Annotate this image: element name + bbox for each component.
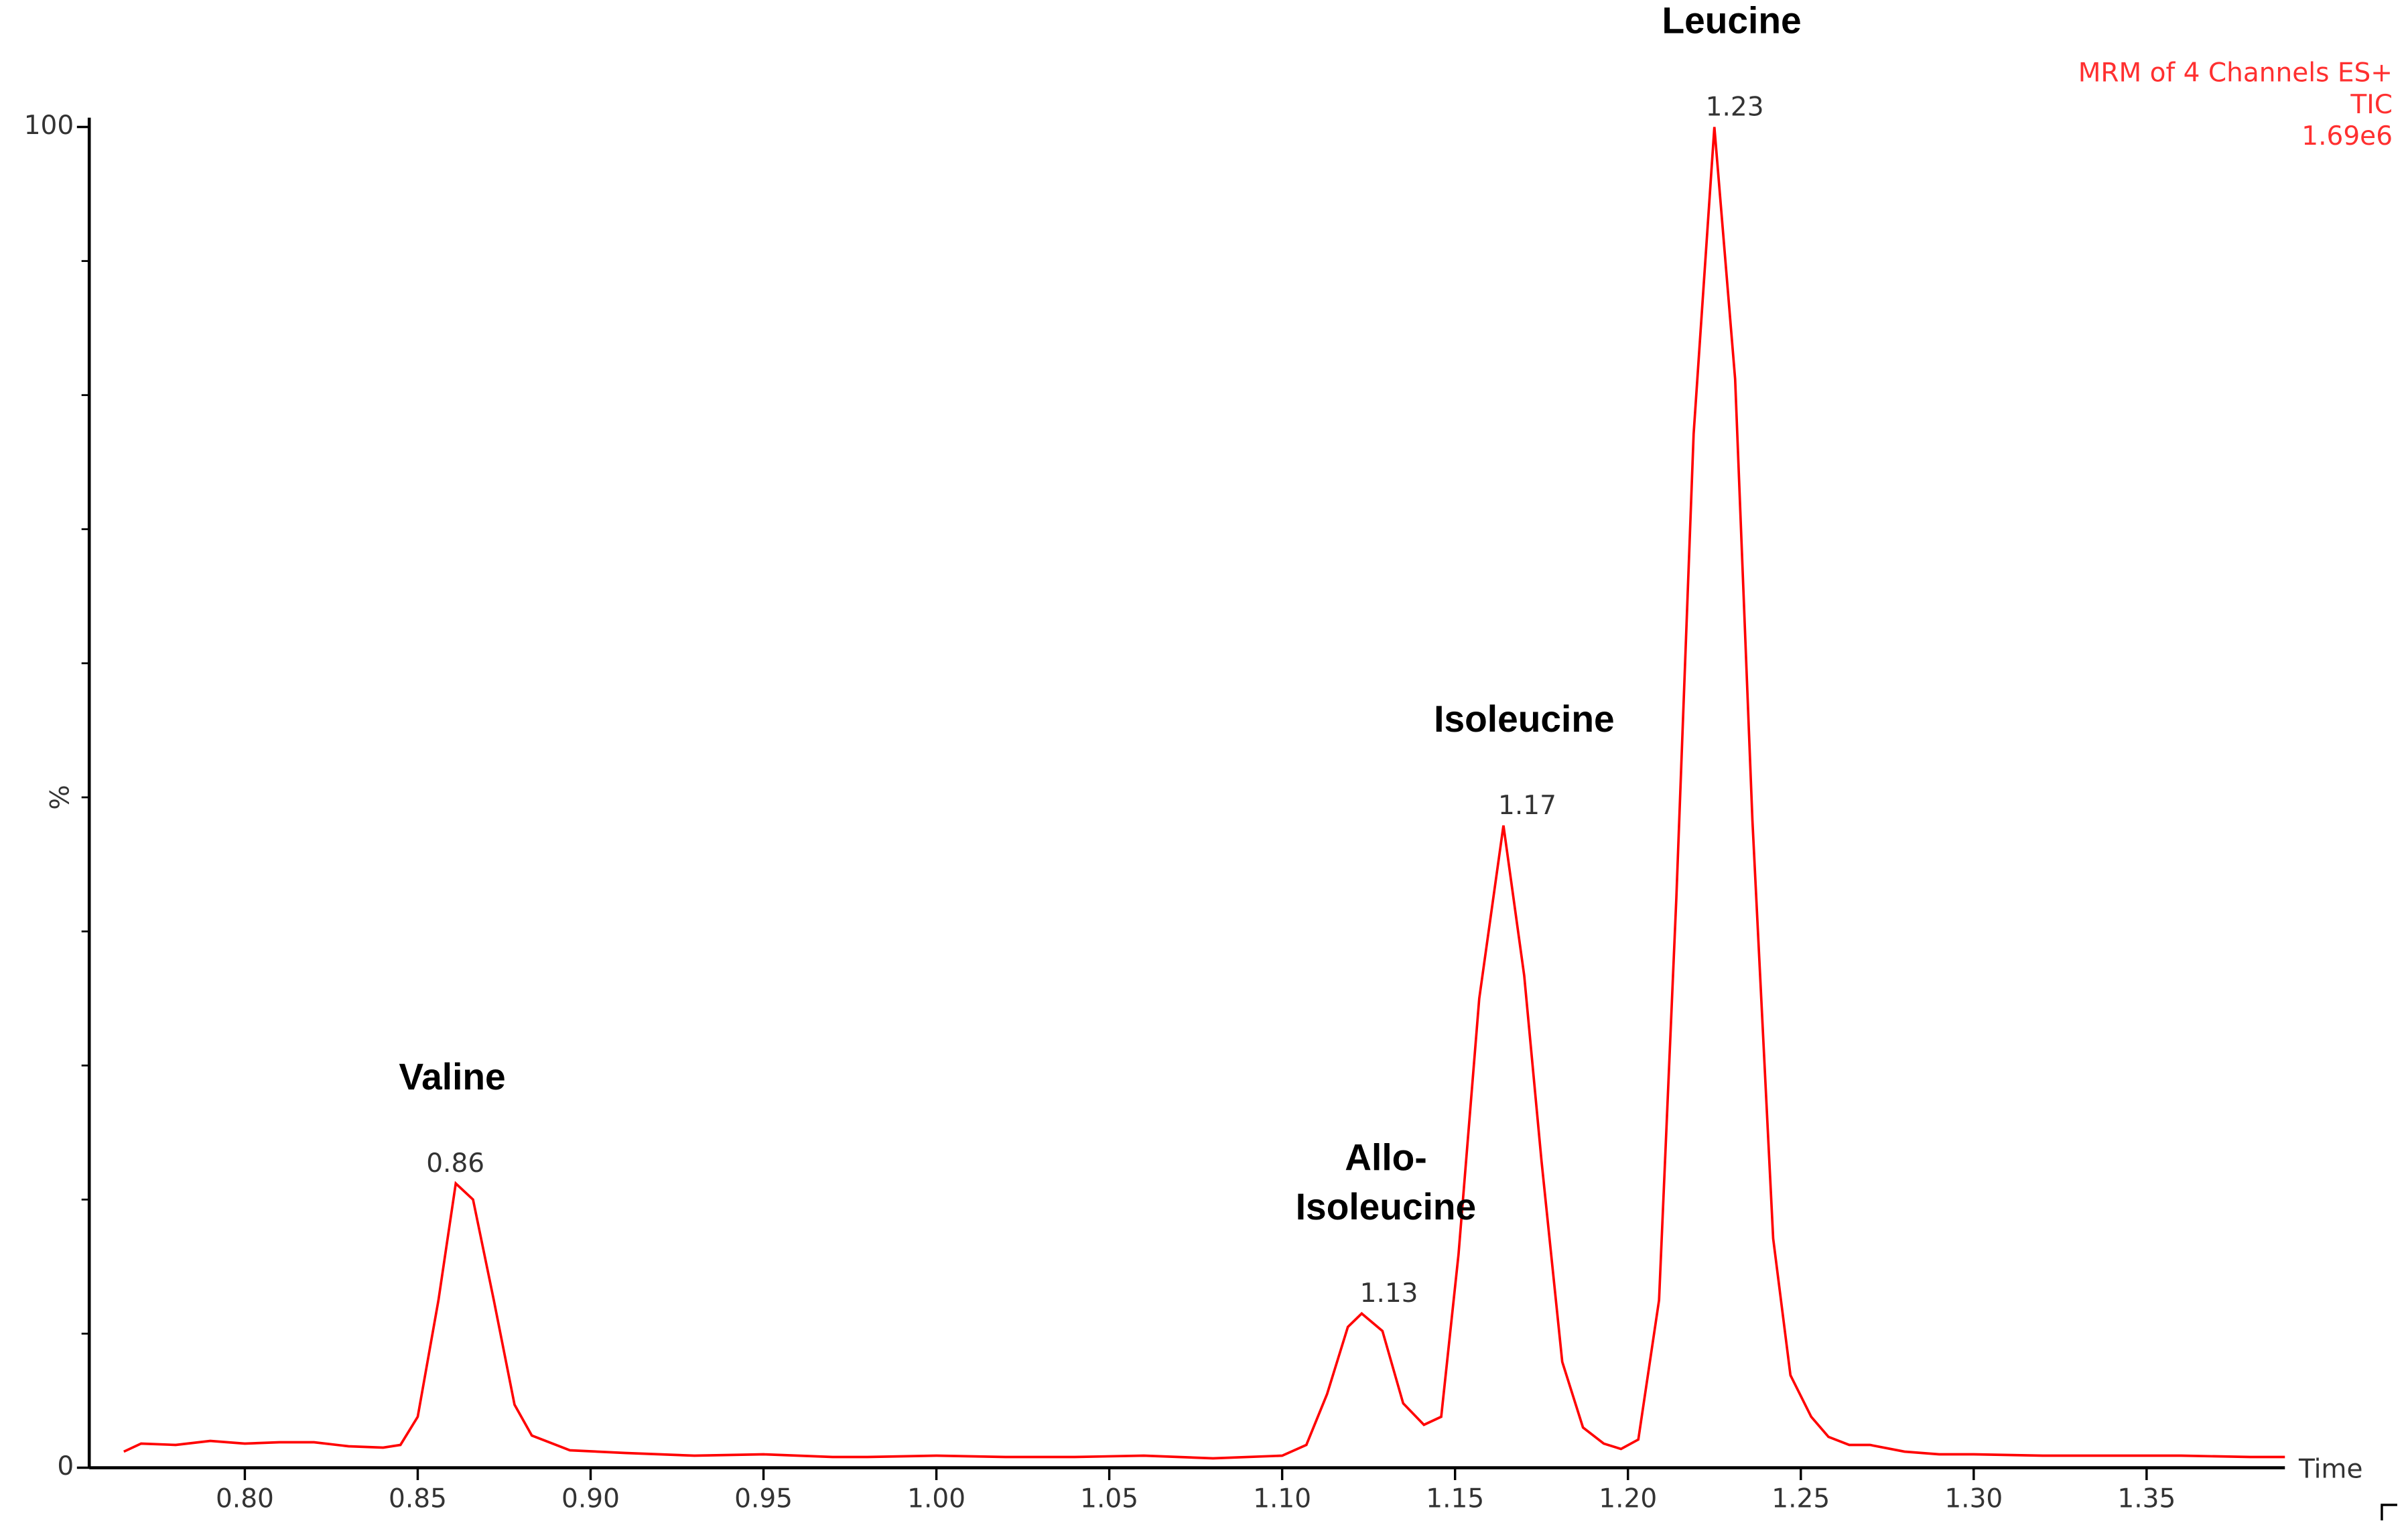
x-tick-label: 1.20 <box>1599 1483 1657 1514</box>
x-tick-label: 1.30 <box>1944 1483 2003 1514</box>
x-tick-label: 1.00 <box>907 1483 965 1514</box>
x-tick-label: 0.90 <box>561 1483 620 1514</box>
peak-label: 1.17 <box>1498 791 1556 821</box>
x-tick-label: 1.10 <box>1253 1483 1311 1514</box>
x-tick-label: 1.35 <box>2117 1483 2176 1514</box>
x-tick-label: 0.85 <box>389 1483 447 1514</box>
info-text: 1.69e6 <box>2301 121 2393 151</box>
x-tick-label: 1.15 <box>1426 1483 1484 1514</box>
x-tick-label: 1.05 <box>1080 1483 1138 1514</box>
y-tick-label: 0 <box>57 1451 74 1481</box>
info-text: MRM of 4 Channels ES+ <box>2078 58 2393 88</box>
peak-label: 1.23 <box>1706 92 1764 122</box>
compound-label: Allo- <box>1345 1136 1426 1178</box>
trace <box>123 127 2285 1460</box>
x-tick-label: 0.95 <box>734 1483 793 1514</box>
compound-label: Valine <box>399 1056 505 1098</box>
x-tick-label: 0.80 <box>216 1483 274 1514</box>
compound-label: Isoleucine <box>1296 1186 1476 1228</box>
y-axis-label: % <box>45 785 75 809</box>
compound-label: Leucine <box>1662 0 1801 41</box>
compound-label: Isoleucine <box>1434 698 1614 740</box>
y-tick-label: 100 <box>24 111 74 141</box>
x-axis-label: Time <box>2298 1455 2363 1485</box>
info-text: TIC <box>2350 90 2393 120</box>
peak-label: 0.86 <box>426 1148 484 1179</box>
corner-mark <box>2381 1504 2397 1521</box>
x-tick-label: 1.25 <box>1771 1483 1830 1514</box>
peak-label: 1.13 <box>1360 1278 1418 1309</box>
